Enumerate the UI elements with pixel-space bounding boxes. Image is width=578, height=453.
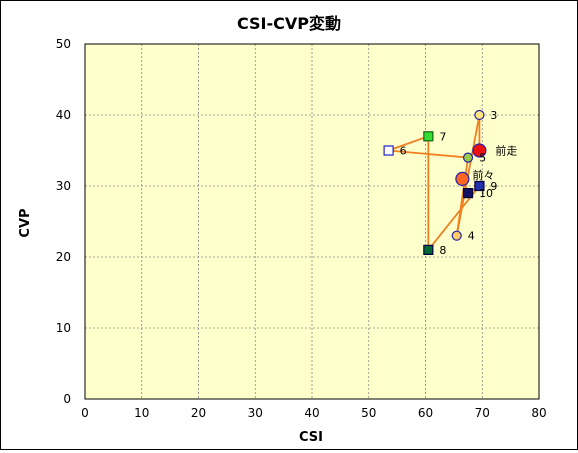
x-tick-label: 40 — [304, 406, 319, 420]
x-tick-label: 20 — [191, 406, 206, 420]
y-axis-label: CVP — [18, 208, 33, 237]
x-tick-label: 70 — [475, 406, 490, 420]
plot-border — [84, 43, 540, 400]
point-label: 5 — [479, 152, 486, 165]
point-label: 7 — [439, 130, 446, 143]
point-marker — [451, 230, 462, 241]
point-label: 10 — [479, 187, 493, 200]
y-tick-label: 40 — [56, 108, 71, 122]
point-marker — [423, 244, 434, 255]
y-tick-label: 30 — [56, 179, 71, 193]
point-marker — [423, 131, 434, 142]
x-tick-label: 50 — [361, 406, 376, 420]
point-marker — [462, 152, 474, 163]
chart-title: CSI-CVP変動 — [237, 14, 341, 33]
x-axis-label: CSI — [299, 430, 323, 445]
point-label: 4 — [468, 230, 475, 243]
point-marker — [472, 143, 487, 158]
y-tick-label: 20 — [56, 250, 71, 264]
point-marker — [474, 109, 485, 121]
x-tick-label: 80 — [531, 406, 546, 420]
x-tick-label: 0 — [81, 406, 89, 420]
point-marker — [462, 188, 474, 199]
x-tick-label: 60 — [418, 406, 433, 420]
point-label: 前走 — [495, 144, 517, 158]
point-marker — [455, 171, 470, 186]
point-label: 9 — [490, 180, 497, 193]
y-tick-label: 10 — [56, 321, 71, 335]
point-marker — [474, 180, 485, 192]
x-tick-label: 30 — [248, 406, 263, 420]
point-marker — [383, 145, 394, 156]
point-label: 8 — [439, 244, 446, 257]
y-tick-label: 0 — [63, 392, 71, 406]
point-label: 3 — [490, 109, 497, 122]
point-label: 6 — [400, 145, 407, 158]
point-label: 前々 — [472, 168, 494, 182]
x-tick-label: 10 — [134, 406, 149, 420]
y-tick-label: 50 — [56, 37, 71, 51]
